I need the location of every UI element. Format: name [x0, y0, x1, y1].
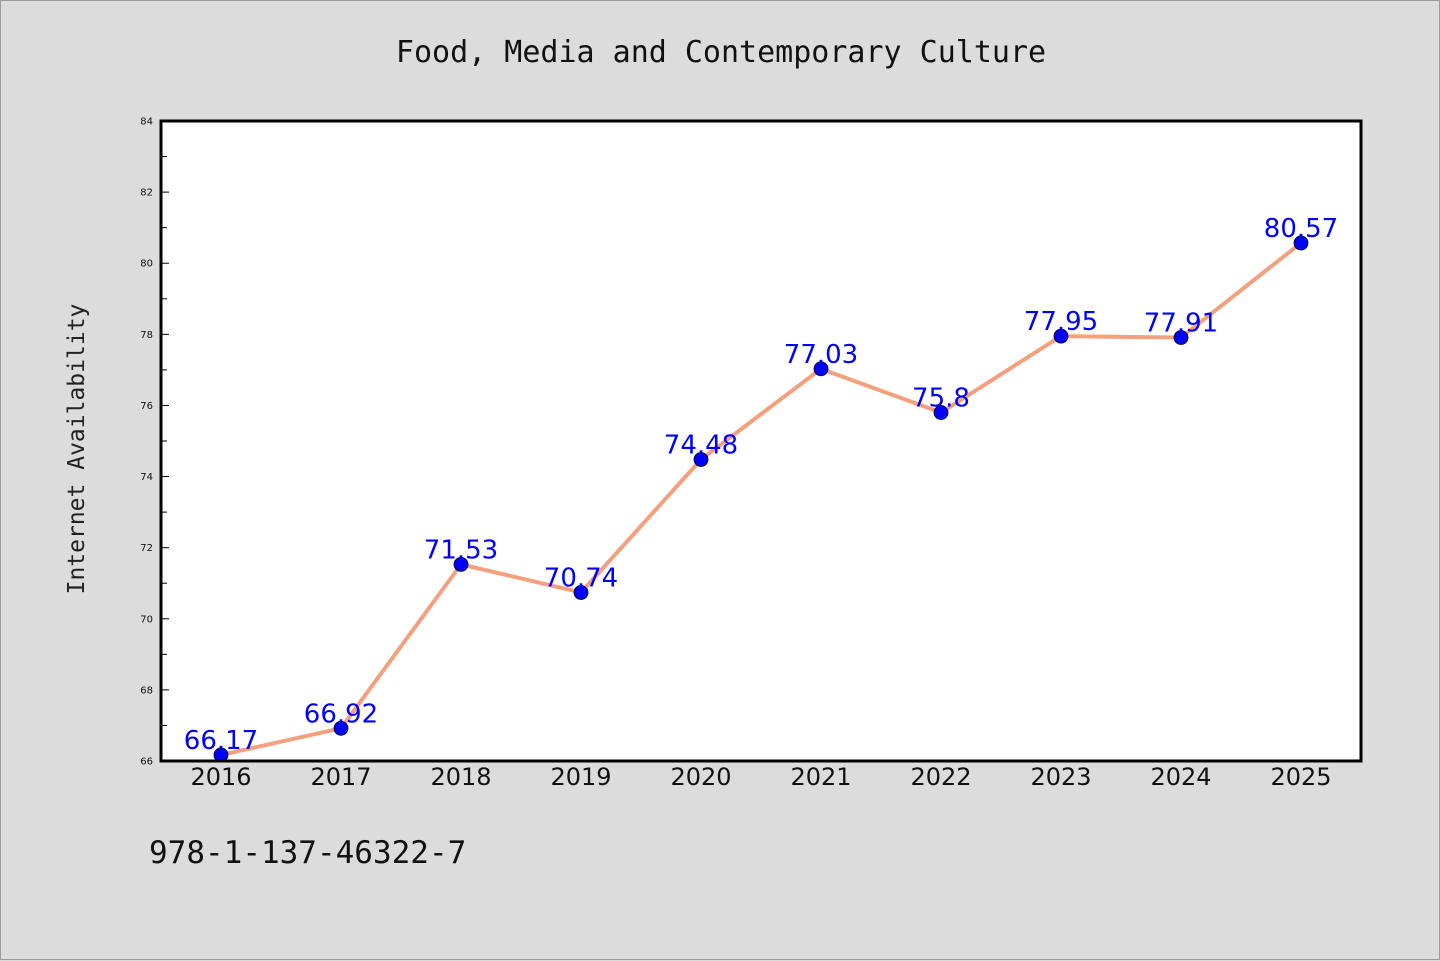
y-tick-label: 66 — [140, 757, 153, 768]
x-tick-label: 2025 — [1270, 763, 1331, 791]
y-tick-label: 82 — [140, 188, 153, 199]
y-tick-label: 72 — [140, 543, 153, 554]
data-point — [1293, 235, 1309, 251]
data-label: 77.95 — [1024, 307, 1098, 337]
data-point — [813, 361, 829, 377]
data-label: 77.91 — [1144, 309, 1218, 339]
chart-title: Food, Media and Contemporary Culture — [395, 35, 1047, 70]
x-axis: 2016 2017 2018 2019 2020 2021 2022 2023 2024 2025 — [190, 763, 1331, 791]
x-tick-label: 2017 — [310, 763, 371, 791]
plot-area — [161, 121, 1361, 761]
data-point — [453, 556, 469, 572]
data-point — [693, 452, 709, 467]
data-label: 75.8 — [912, 384, 970, 414]
x-tick-label: 2021 — [790, 763, 851, 791]
data-label: 66.92 — [304, 699, 378, 729]
data-label: 74.48 — [664, 430, 738, 460]
plot-frame — [159, 119, 1363, 763]
data-label: 70.74 — [544, 563, 618, 593]
x-tick-label: 2016 — [190, 763, 251, 791]
y-tick-label: 78 — [140, 330, 153, 341]
data-point — [333, 720, 349, 736]
x-tick-label: 2019 — [550, 763, 611, 791]
data-point — [573, 585, 589, 600]
y-tick-label: 74 — [140, 472, 153, 483]
x-tick-label: 2023 — [1030, 763, 1091, 791]
series-line — [220, 241, 1303, 757]
x-tick-label: 2022 — [910, 763, 971, 791]
data-label: 71.53 — [424, 535, 498, 565]
y-tick-label: 70 — [140, 614, 153, 625]
x-tick-label: 2020 — [670, 763, 731, 791]
data-point — [1173, 330, 1189, 345]
x-tick-label: 2018 — [430, 763, 491, 791]
data-point — [1053, 328, 1069, 344]
y-tick-label: 84 — [140, 117, 153, 128]
data-label: 77.03 — [784, 340, 858, 370]
data-label: 66.17 — [184, 726, 258, 756]
isbn-caption: 978-1-137-46322-7 — [149, 835, 467, 871]
y-tick-label: 68 — [140, 685, 153, 696]
data-label: 80.57 — [1264, 214, 1338, 244]
y-tick-label: 80 — [140, 259, 153, 270]
data-point — [933, 405, 949, 420]
y-tick-label: 76 — [140, 401, 153, 412]
series-group: 66.17 66.92 71.53 70.74 74.48 77.03 75.8 77.95 7… — [184, 214, 1338, 763]
x-tick-label: 2024 — [1150, 763, 1211, 791]
